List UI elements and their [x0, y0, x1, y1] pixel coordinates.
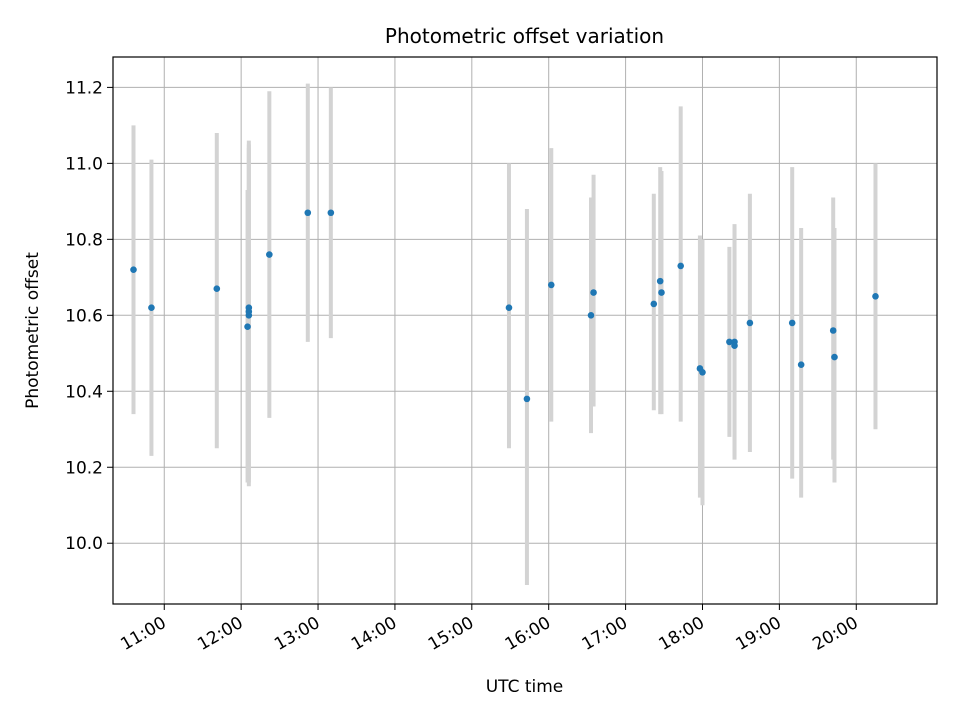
data-point	[872, 293, 879, 300]
data-point	[505, 304, 513, 312]
point-layer	[130, 209, 879, 403]
y-axis-ticks: 10.0 10.2 10.4 10.6 10.8 11.0 11.2	[65, 78, 113, 554]
y-tick-label: 10.8	[65, 230, 103, 250]
data-point	[523, 395, 531, 403]
data-point	[266, 251, 273, 258]
chart-title: Photometric offset variation	[385, 24, 664, 48]
data-point	[831, 353, 838, 361]
data-point	[590, 289, 597, 296]
y-axis-title: Photometric offset	[23, 252, 43, 409]
data-point	[788, 319, 796, 327]
data-point	[130, 266, 137, 274]
plot-area-frame	[112, 56, 938, 605]
x-axis-title: UTC time	[486, 677, 564, 697]
data-point	[726, 338, 733, 346]
data-point	[148, 304, 155, 312]
data-point	[327, 209, 335, 217]
y-tick-label: 10.0	[65, 534, 103, 554]
y-tick-label: 11.0	[65, 154, 103, 174]
data-point	[304, 209, 312, 217]
data-point	[797, 361, 805, 368]
data-point	[656, 277, 664, 285]
data-point	[658, 289, 665, 296]
data-point	[677, 262, 685, 270]
data-point	[213, 285, 221, 293]
data-point	[547, 281, 555, 289]
data-point	[245, 308, 253, 315]
y-tick-label: 11.2	[65, 78, 103, 98]
y-tick-label: 10.6	[65, 306, 103, 326]
data-point	[650, 300, 658, 308]
data-point	[829, 327, 837, 334]
data-point	[699, 368, 706, 376]
data-point	[746, 319, 754, 327]
data-point	[731, 342, 738, 349]
data-point	[244, 323, 251, 331]
data-point	[587, 312, 595, 319]
y-tick-label: 10.4	[65, 382, 103, 402]
y-tick-label: 10.2	[65, 458, 103, 478]
